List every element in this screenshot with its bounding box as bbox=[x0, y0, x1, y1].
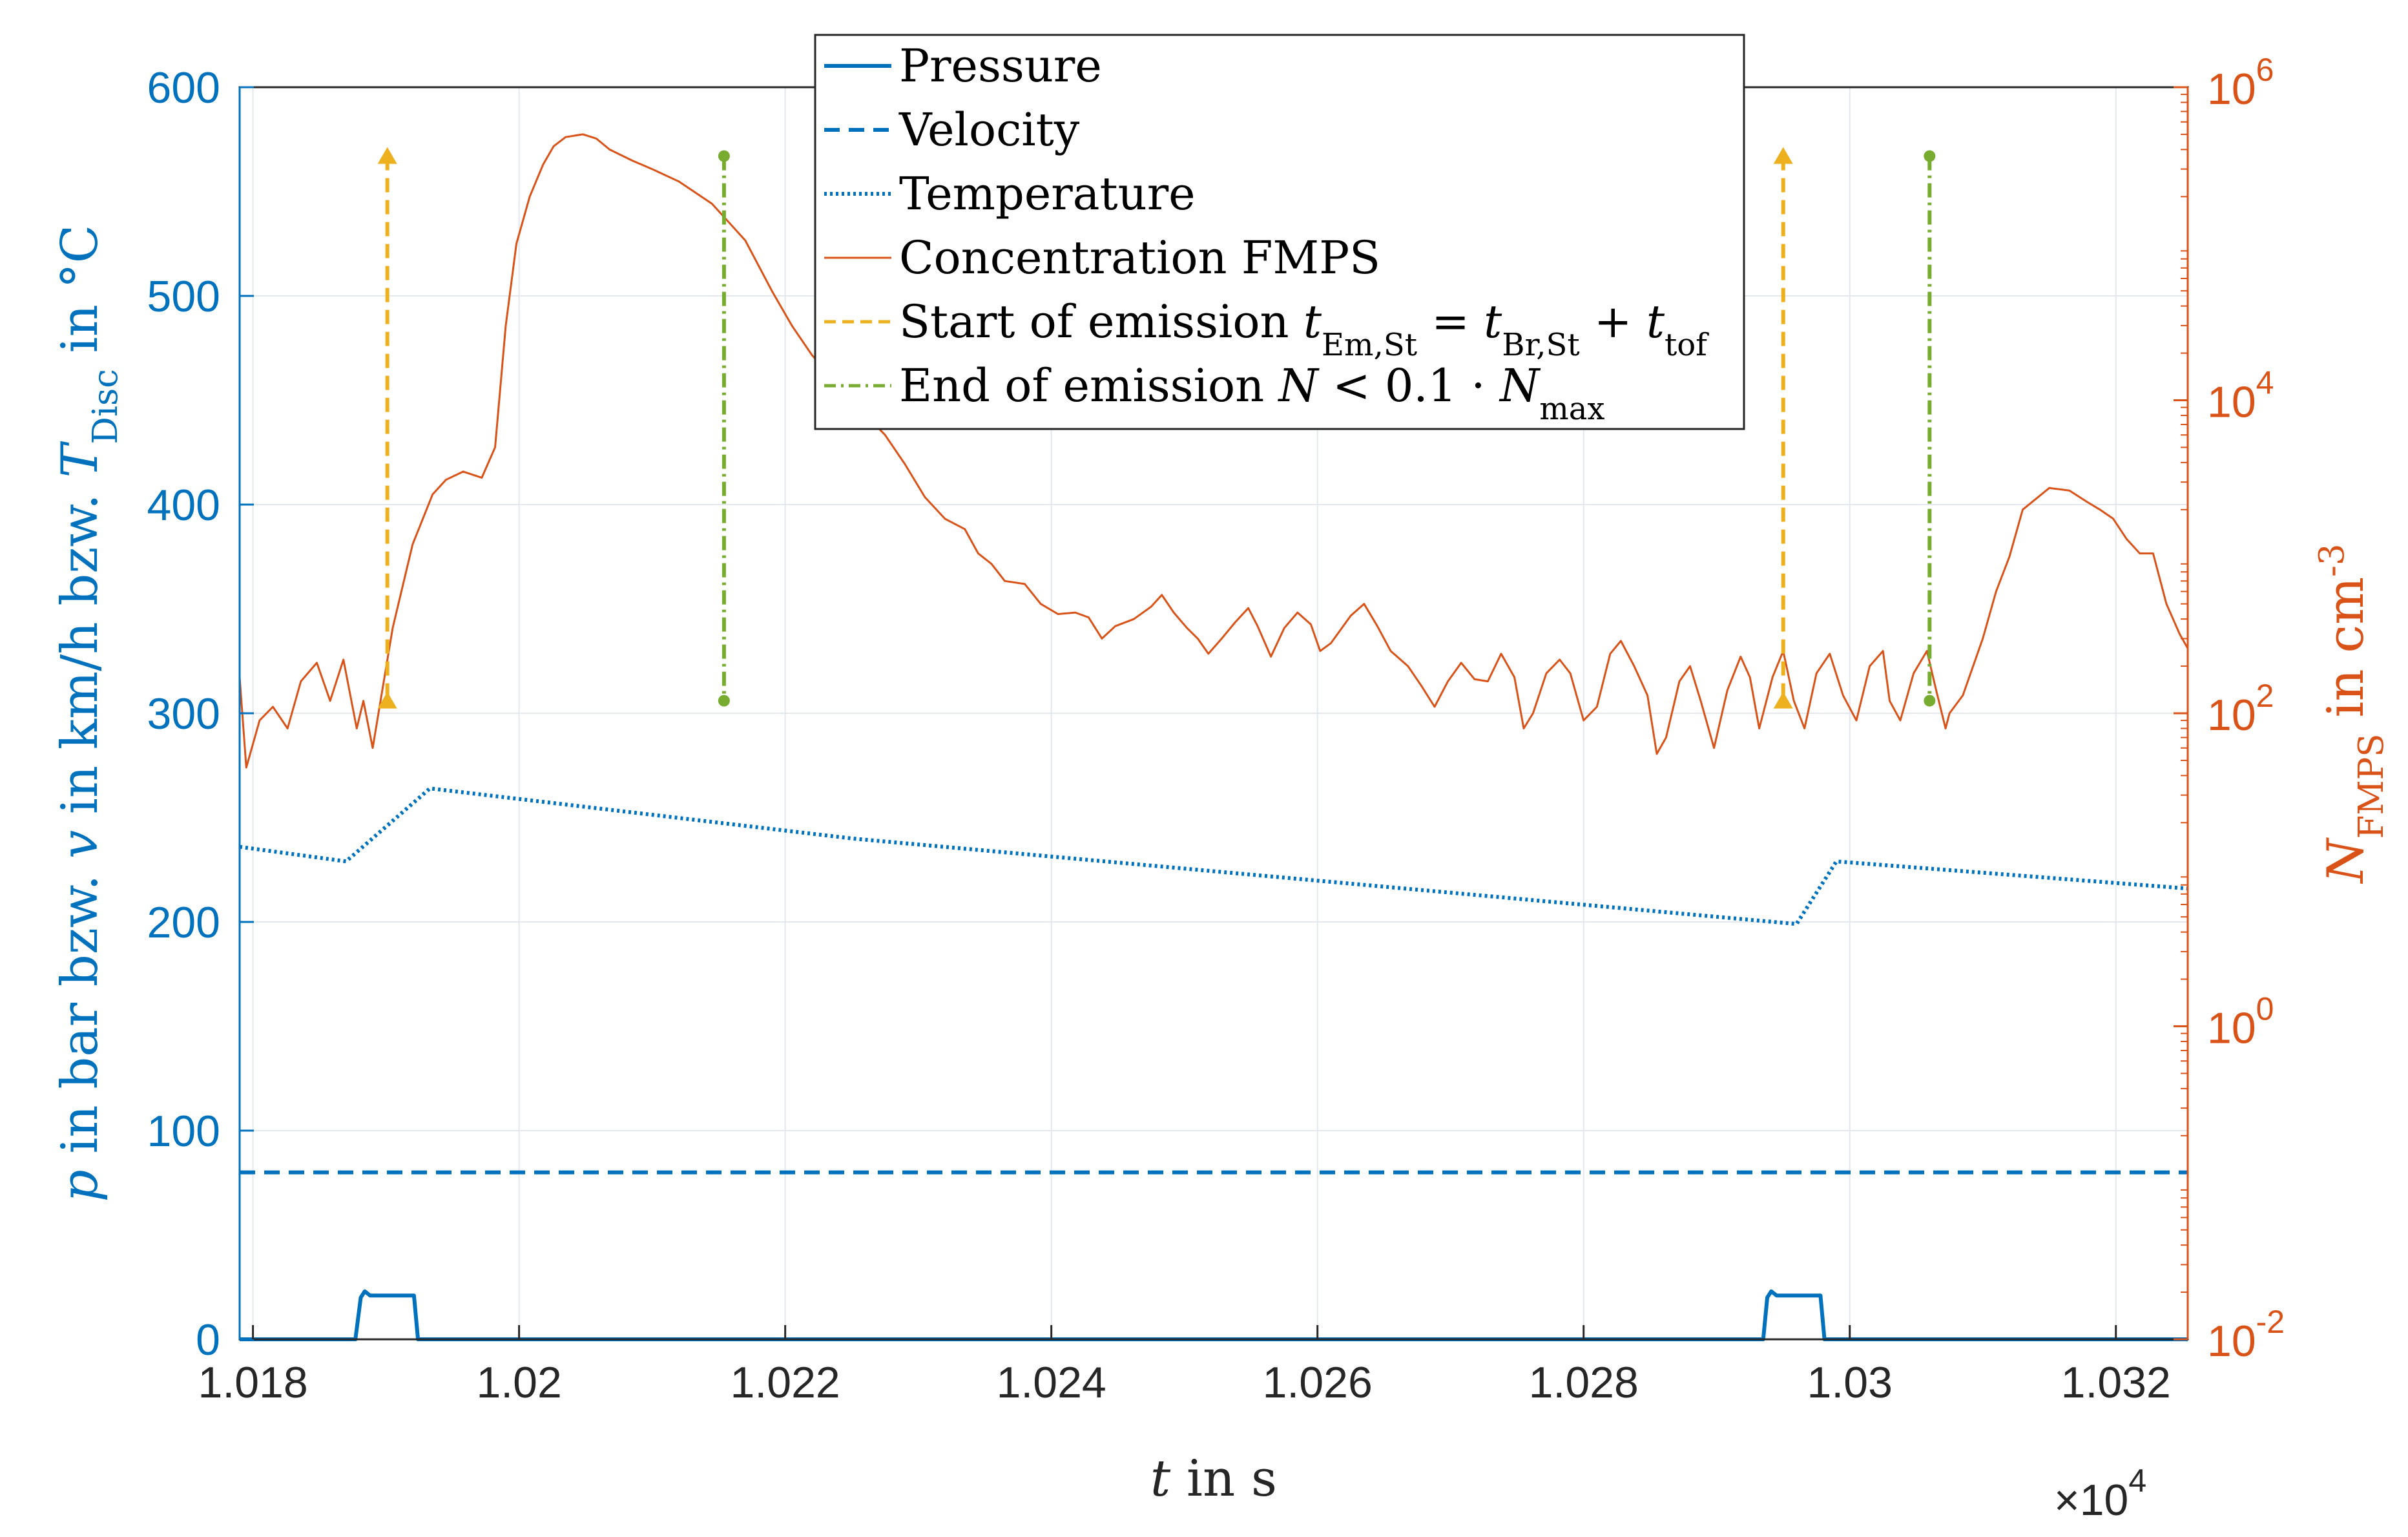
text-part: T bbox=[51, 441, 109, 477]
x-tick-label: 1.026 bbox=[1263, 1358, 1373, 1407]
legend-label-concentration: Concentration FMPS bbox=[899, 231, 1380, 284]
x-axis-label: t in s bbox=[1150, 1450, 1277, 1508]
left-tick-label: 300 bbox=[147, 689, 220, 738]
x-tick-label: 1.024 bbox=[997, 1358, 1106, 1407]
text-part: Pressure bbox=[899, 39, 1102, 92]
text-part: max bbox=[1539, 391, 1604, 427]
left-axis: 0 100 200 300 400 500 600 p in bar bzw. v in km… bbox=[51, 63, 254, 1364]
series-concentration-fmps bbox=[238, 133, 2189, 769]
left-tick-label: 500 bbox=[147, 272, 220, 321]
text-part: in bar bzw. bbox=[51, 859, 109, 1169]
left-tick-label: 400 bbox=[147, 481, 220, 530]
text-part: N bbox=[2317, 837, 2375, 884]
left-tick-label: 200 bbox=[147, 898, 220, 947]
left-axis-label: p in bar bzw. v in km/h bzw. TDisc in °C bbox=[51, 225, 125, 1202]
tick-base: 10 bbox=[2207, 1317, 2256, 1366]
legend-label-pressure: Pressure bbox=[899, 39, 1102, 92]
text-part: End of emission bbox=[899, 359, 1278, 412]
left-tick-label: 600 bbox=[147, 63, 220, 112]
x-scale-base: ×10 bbox=[2054, 1476, 2128, 1525]
x-axis: 1.018 1.02 1.022 1.024 1.026 1.028 1.03 1.032 t … bbox=[198, 1325, 2171, 1525]
text-part: < 0.1 · bbox=[1318, 359, 1500, 412]
text-part: N bbox=[1277, 359, 1320, 412]
text-part: -3 bbox=[2312, 543, 2352, 577]
legend-label-start: Start of emission tEm,St = tBr,St + ttof bbox=[899, 295, 1709, 363]
text-part: N bbox=[1499, 359, 1541, 412]
text-part: t bbox=[1150, 1450, 1171, 1508]
text-part: Em,St bbox=[1322, 327, 1417, 363]
tick-exponent: 4 bbox=[2256, 365, 2274, 401]
right-tick-label: 104 bbox=[2207, 365, 2274, 427]
tick-base: 10 bbox=[2207, 65, 2256, 114]
right-tick-label: 100 bbox=[2207, 991, 2274, 1053]
right-tick-label: 102 bbox=[2207, 678, 2274, 740]
end-marker-dot bbox=[718, 695, 730, 707]
text-part: t bbox=[1646, 295, 1665, 348]
text-part: Temperature bbox=[899, 167, 1196, 220]
text-part: tof bbox=[1665, 327, 1709, 363]
tick-base: 10 bbox=[2207, 691, 2256, 740]
text-part: in cm bbox=[2317, 577, 2375, 733]
tick-exponent: 2 bbox=[2256, 678, 2274, 714]
tick-base: 10 bbox=[2207, 378, 2256, 427]
end-marker-dot bbox=[1924, 150, 1936, 162]
x-tick-label: 1.02 bbox=[476, 1358, 561, 1407]
text-part: t bbox=[1484, 295, 1502, 348]
end-marker-dot bbox=[718, 150, 730, 162]
text-part: in °C bbox=[51, 225, 109, 369]
left-tick-label: 100 bbox=[147, 1107, 220, 1156]
text-part: + bbox=[1580, 295, 1646, 348]
marker-group bbox=[377, 147, 1936, 709]
legend-label-end: End of emission N < 0.1 · Nmax bbox=[899, 359, 1604, 427]
x-tick-label: 1.018 bbox=[198, 1358, 308, 1407]
x-scale-factor: ×104 bbox=[2054, 1463, 2146, 1525]
tick-exponent: 6 bbox=[2256, 52, 2274, 88]
x-tick-label: 1.028 bbox=[1529, 1358, 1639, 1407]
x-tick-label: 1.03 bbox=[1807, 1358, 1893, 1407]
legend: Pressure Velocity Temperature Concentration… bbox=[814, 34, 1745, 430]
tick-exponent: 0 bbox=[2256, 991, 2274, 1027]
right-tick-label: 10-2 bbox=[2207, 1304, 2285, 1366]
tick-exponent: -2 bbox=[2256, 1304, 2285, 1340]
start-marker-triangle bbox=[1773, 691, 1793, 709]
start-marker-triangle bbox=[377, 691, 397, 709]
text-part: Concentration FMPS bbox=[899, 231, 1380, 284]
x-tick-label: 1.032 bbox=[2061, 1358, 2171, 1407]
x-tick-label: 1.022 bbox=[731, 1358, 840, 1407]
tick-base: 10 bbox=[2207, 1004, 2256, 1053]
start-marker-triangle bbox=[377, 147, 397, 164]
left-tick-label: 0 bbox=[196, 1315, 220, 1364]
legend-label-temperature: Temperature bbox=[899, 167, 1196, 220]
text-part: p bbox=[51, 1169, 109, 1202]
text-part: Start of emission bbox=[899, 295, 1303, 348]
end-marker-dot bbox=[1924, 695, 1936, 707]
text-part: FMPS bbox=[2352, 733, 2391, 839]
text-part: in s bbox=[1170, 1450, 1277, 1508]
text-part: t bbox=[1303, 295, 1322, 348]
start-marker-triangle bbox=[1773, 147, 1793, 164]
legend-label-velocity: Velocity bbox=[898, 103, 1080, 156]
text-part: = bbox=[1417, 295, 1484, 348]
text-part: Disc bbox=[86, 369, 125, 444]
right-axis-label: NFMPS in cm-3 bbox=[2312, 543, 2391, 884]
legend-box bbox=[814, 34, 1745, 430]
text-part: Velocity bbox=[898, 103, 1080, 156]
text-part: in km/h bzw. bbox=[51, 477, 109, 830]
x-scale-exponent: 4 bbox=[2128, 1463, 2146, 1499]
text-part: Br,St bbox=[1502, 327, 1579, 363]
text-part: v bbox=[51, 830, 109, 859]
right-tick-label: 106 bbox=[2207, 52, 2274, 114]
